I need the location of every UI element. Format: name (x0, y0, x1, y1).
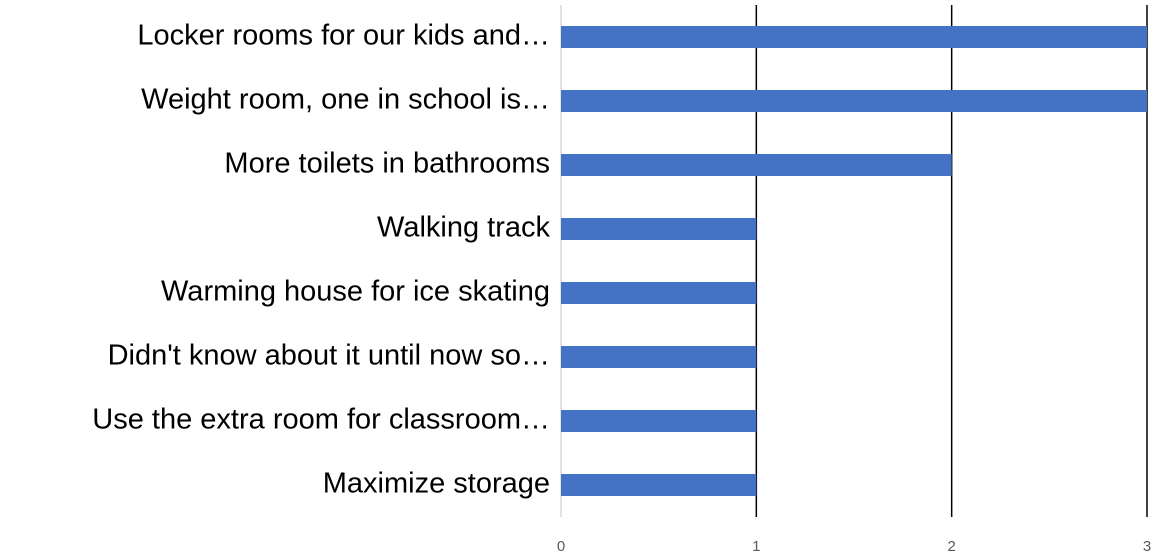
bar (561, 474, 757, 496)
bar (561, 218, 757, 240)
bar (561, 26, 1147, 48)
bar (561, 410, 757, 432)
y-tick-label: Walking track (377, 212, 550, 244)
x-tick-label: 2 (947, 538, 955, 555)
x-tick-label: 0 (557, 538, 565, 555)
x-tick-label: 1 (752, 538, 760, 555)
y-tick-label: Maximize storage (323, 468, 550, 500)
x-tick-label: 3 (1143, 538, 1151, 555)
y-tick-label: Didn't know about it until now so… (108, 340, 550, 372)
bar (561, 154, 952, 176)
bar (561, 282, 757, 304)
y-tick-label: Use the extra room for classroom… (92, 404, 550, 436)
y-tick-label: Warming house for ice skating (161, 276, 550, 308)
bar (561, 90, 1147, 112)
bar (561, 346, 757, 368)
y-tick-label: More toilets in bathrooms (224, 148, 550, 180)
y-tick-label: Weight room, one in school is… (141, 84, 550, 116)
y-tick-label: Locker rooms for our kids and… (137, 20, 550, 52)
